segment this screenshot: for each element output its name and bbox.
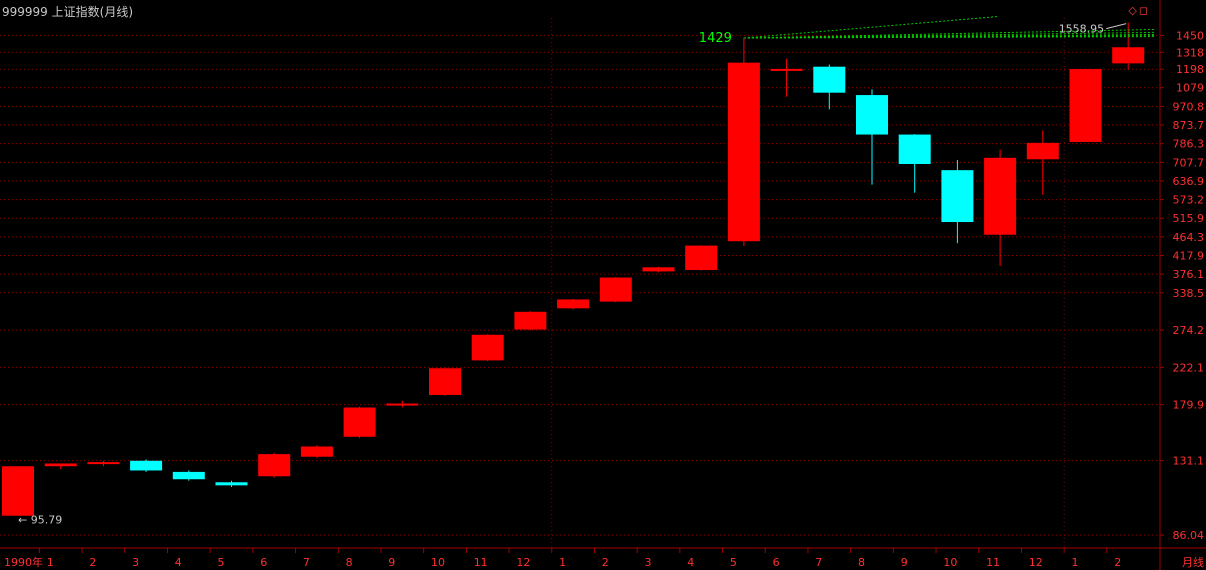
- candle-body: [941, 170, 974, 223]
- candle-body: [514, 311, 547, 330]
- x-tick-label: 4: [175, 556, 182, 569]
- candle-body: [642, 267, 675, 272]
- candle-body: [727, 62, 760, 242]
- x-tick-label: 12: [516, 556, 530, 569]
- y-tick-label: 338.5: [1173, 287, 1205, 300]
- y-tick-label: 1450: [1176, 29, 1204, 42]
- candle-body: [599, 277, 632, 302]
- x-tick-label: 4: [687, 556, 694, 569]
- y-tick-label: 707.7: [1173, 156, 1205, 169]
- candle-body: [685, 245, 718, 271]
- y-tick-label: 86.04: [1173, 529, 1205, 542]
- trend-line: [743, 36, 1156, 39]
- x-tick-label: 9: [901, 556, 908, 569]
- diamond-icon[interactable]: ◇: [1128, 4, 1139, 17]
- candle-body: [1026, 142, 1059, 160]
- x-tick-label: 11: [986, 556, 1000, 569]
- x-tick-label: 7: [815, 556, 822, 569]
- x-tick-label: 9: [388, 556, 395, 569]
- low-annotation: ← 95.79: [18, 514, 62, 527]
- x-tick-label: 10: [943, 556, 957, 569]
- high-annotation: 1429: [699, 31, 732, 46]
- y-tick-label: 1079: [1176, 82, 1204, 95]
- x-tick-label: 2: [1114, 556, 1121, 569]
- candle-body: [1069, 69, 1102, 142]
- index-name: 上证指数(月线): [51, 5, 134, 19]
- candle-body: [215, 482, 248, 486]
- title-icons: ◇◻: [1128, 4, 1150, 17]
- high-annotation: 1558.95: [1059, 23, 1105, 36]
- candle-body: [856, 95, 888, 135]
- y-tick-label: 417.9: [1173, 250, 1205, 263]
- candle-body: [429, 368, 461, 395]
- x-tick-label: 1: [559, 556, 566, 569]
- x-tick-label: 1: [1072, 556, 1079, 569]
- symbol-code: 999999: [2, 5, 48, 19]
- x-tick-label: 10: [431, 556, 445, 569]
- annotation-arrow: [1106, 23, 1127, 30]
- x-tick-label: 2: [602, 556, 609, 569]
- x-tick-label: 2: [89, 556, 96, 569]
- x-tick-label: 12: [1029, 556, 1043, 569]
- y-tick-label: 573.2: [1173, 194, 1205, 207]
- chart-title: 999999 上证指数(月线): [2, 3, 133, 20]
- candle-body: [87, 462, 120, 465]
- y-tick-label: 515.9: [1173, 212, 1205, 225]
- y-tick-label: 274.2: [1173, 324, 1205, 337]
- y-tick-label: 786.3: [1173, 138, 1205, 151]
- x-tick-label: 8: [858, 556, 865, 569]
- x-tick-label: 6: [260, 556, 267, 569]
- x-tick-label: 1: [47, 556, 54, 569]
- candle-body: [471, 334, 504, 361]
- y-tick-label: 179.9: [1173, 399, 1205, 412]
- y-tick-label: 376.1: [1173, 268, 1205, 281]
- y-tick-label: 131.1: [1173, 455, 1205, 468]
- candle-body: [172, 471, 205, 480]
- candle-body: [44, 463, 77, 467]
- candle-body: [984, 157, 1017, 235]
- x-tick-label: 5: [218, 556, 225, 569]
- x-tick-label: 7: [303, 556, 310, 569]
- x-axis-period-label: 月线: [1182, 555, 1204, 569]
- candle-body: [770, 68, 803, 71]
- candle-body: [1112, 47, 1145, 64]
- y-tick-label: 222.1: [1173, 361, 1205, 374]
- candle-body: [130, 460, 163, 471]
- x-tick-label: 8: [346, 556, 353, 569]
- candle-body: [386, 403, 419, 406]
- x-tick-label: 1990年: [4, 555, 43, 569]
- candle-body: [2, 466, 34, 516]
- candle-body: [258, 454, 291, 477]
- x-tick-label: 3: [132, 556, 139, 569]
- candle-body: [343, 407, 376, 437]
- y-tick-label: 464.3: [1173, 231, 1205, 244]
- candle-body: [813, 66, 846, 93]
- y-tick-label: 1318: [1176, 46, 1204, 59]
- x-tick-label: 11: [474, 556, 488, 569]
- x-tick-label: 6: [773, 556, 780, 569]
- candle-body: [557, 299, 590, 309]
- candle-body: [300, 446, 333, 457]
- y-tick-label: 1198: [1176, 63, 1204, 76]
- square-icon[interactable]: ◻: [1138, 4, 1150, 17]
- y-tick-label: 873.7: [1173, 119, 1205, 132]
- x-tick-label: 5: [730, 556, 737, 569]
- x-tick-label: 3: [645, 556, 652, 569]
- y-tick-label: 636.9: [1173, 175, 1205, 188]
- y-tick-label: 970.8: [1173, 100, 1205, 113]
- trend-line: [743, 16, 998, 39]
- candle-body: [898, 134, 931, 165]
